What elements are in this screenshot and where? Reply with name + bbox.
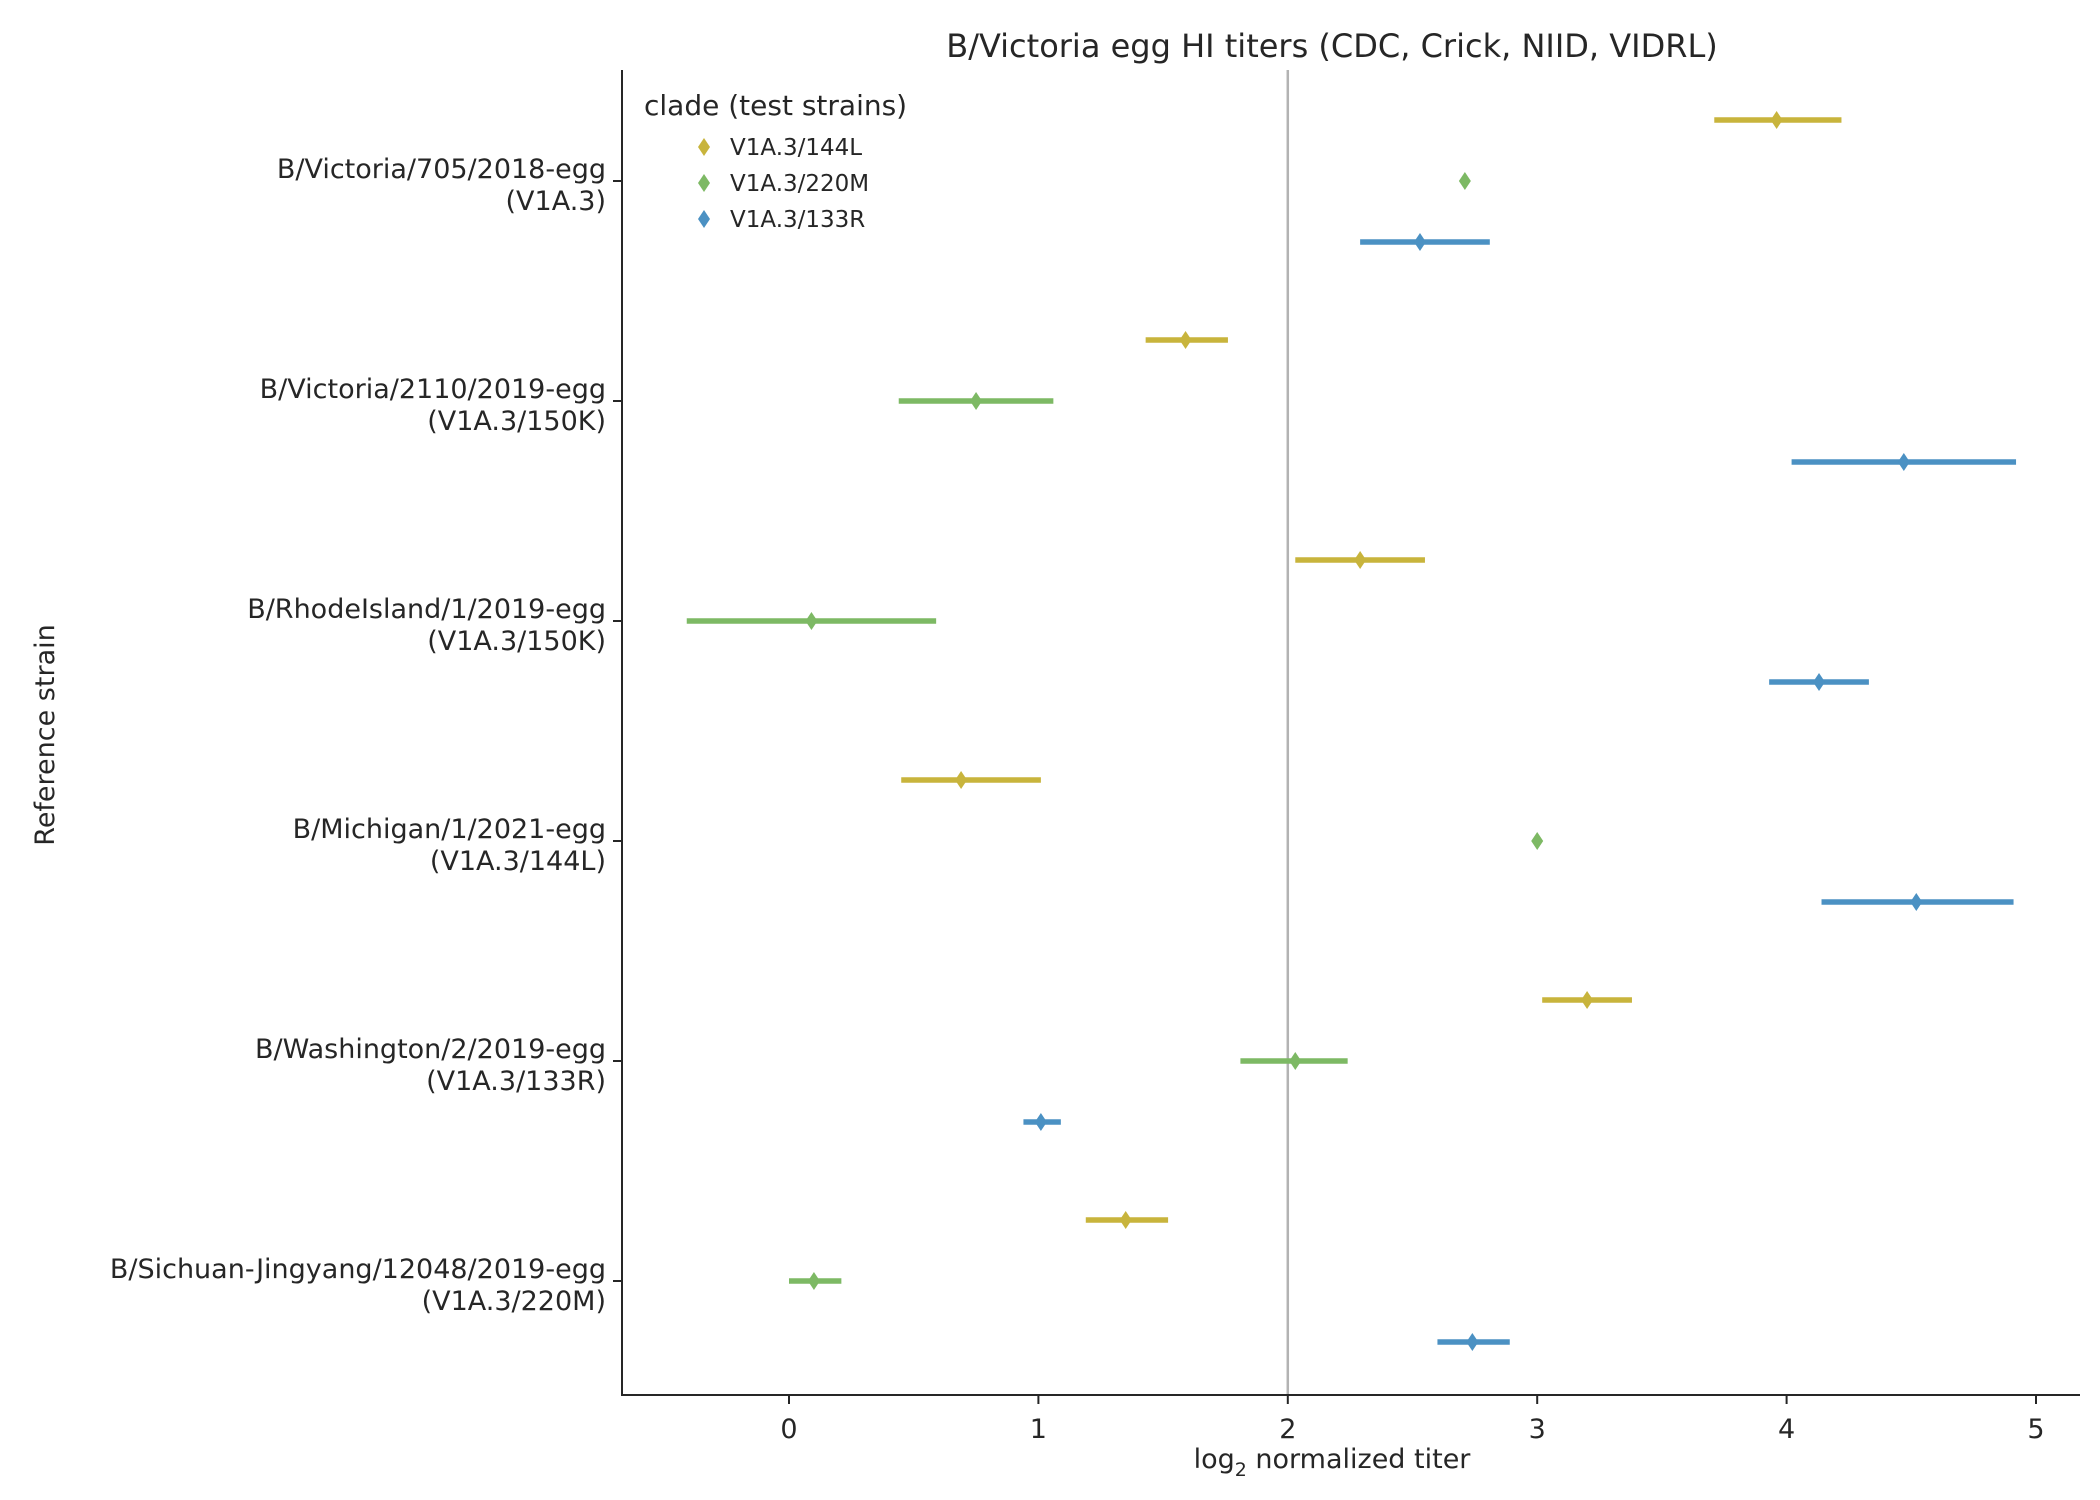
point-v1a-3-144l	[955, 771, 968, 789]
y-tick-label-strain: B/Victoria/705/2018-egg	[277, 154, 606, 185]
y-tick-layer: B/Victoria/705/2018-egg(V1A.3) B/Victoria…	[110, 154, 622, 1317]
x-tick-label: 1	[1030, 1414, 1047, 1445]
legend-marker-v1a-3-133r	[698, 210, 710, 228]
y-tick-label-clade: (V1A.3/150K)	[427, 406, 606, 437]
point-v1a-3-133r	[1034, 1113, 1047, 1131]
legend-label-v1a-3-144l: V1A.3/144L	[730, 135, 862, 161]
x-tick-layer: 0 1 2 3 4 5	[780, 1395, 2045, 1445]
x-axis-label: log2 normalized titer	[1194, 1444, 1472, 1481]
point-v1a-3-220m	[1531, 832, 1544, 850]
y-tick-label-clade: (V1A.3/144L)	[430, 846, 606, 877]
point-v1a-3-144l	[1770, 111, 1783, 129]
y-tick-label-strain: B/Washington/2/2019-egg	[255, 1034, 606, 1065]
point-v1a-3-144l	[1119, 1211, 1132, 1229]
legend-label-v1a-3-220m: V1A.3/220M	[730, 171, 869, 197]
legend-marker-v1a-3-220m	[698, 174, 710, 192]
point-v1a-3-144l	[1179, 331, 1192, 349]
legend-label-v1a-3-133r: V1A.3/133R	[730, 207, 865, 233]
y-tick-label-strain: B/Victoria/2110/2019-egg	[260, 374, 606, 405]
y-tick-label-clade: (V1A.3/220M)	[422, 1286, 606, 1317]
y-tick-label-strain: B/Sichuan-Jingyang/12048/2019-egg	[110, 1254, 606, 1285]
x-axis-label-rest: normalized titer	[1247, 1444, 1471, 1475]
y-tick-label-strain: B/RhodeIsland/1/2019-egg	[247, 594, 606, 625]
x-tick-label: 4	[1778, 1414, 1795, 1445]
y-tick-label-clade: (V1A.3/150K)	[427, 626, 606, 657]
y-axis-label-group: Reference strain	[30, 624, 61, 845]
legend-items: V1A.3/144L V1A.3/220M V1A.3/133R	[698, 135, 869, 233]
point-v1a-3-133r	[1897, 453, 1910, 471]
point-v1a-3-220m	[970, 392, 983, 410]
x-tick-label: 3	[1529, 1414, 1546, 1445]
point-v1a-3-144l	[1581, 991, 1594, 1009]
point-v1a-3-220m	[807, 1272, 820, 1290]
point-v1a-3-220m	[1289, 1052, 1302, 1070]
point-v1a-3-144l	[1354, 551, 1367, 569]
legend-title: clade (test strains)	[644, 89, 907, 122]
chart-title: B/Victoria egg HI titers (CDC, Crick, NI…	[946, 27, 1718, 65]
legend: clade (test strains) V1A.3/144L V1A.3/220…	[644, 89, 907, 233]
y-tick-label-clade: (V1A.3/133R)	[426, 1066, 606, 1097]
x-axis-label-log: log	[1194, 1444, 1235, 1475]
x-tick-label: 2	[1279, 1414, 1296, 1445]
point-v1a-3-220m	[1458, 172, 1471, 190]
x-axis-label-subscript: 2	[1235, 1459, 1247, 1481]
y-axis-label: Reference strain	[30, 624, 61, 845]
marks-layer	[686, 111, 2017, 1351]
y-tick-label-clade: (V1A.3)	[506, 186, 606, 217]
point-v1a-3-133r	[1910, 893, 1923, 911]
x-tick-label: 5	[2027, 1414, 2044, 1445]
y-tick-label-strain: B/Michigan/1/2021-egg	[293, 814, 606, 845]
point-v1a-3-133r	[1413, 233, 1426, 251]
point-v1a-3-133r	[1466, 1333, 1479, 1351]
point-v1a-3-220m	[805, 612, 818, 630]
x-tick-label: 0	[780, 1414, 797, 1445]
legend-marker-v1a-3-144l	[698, 138, 710, 156]
point-v1a-3-133r	[1813, 673, 1826, 691]
